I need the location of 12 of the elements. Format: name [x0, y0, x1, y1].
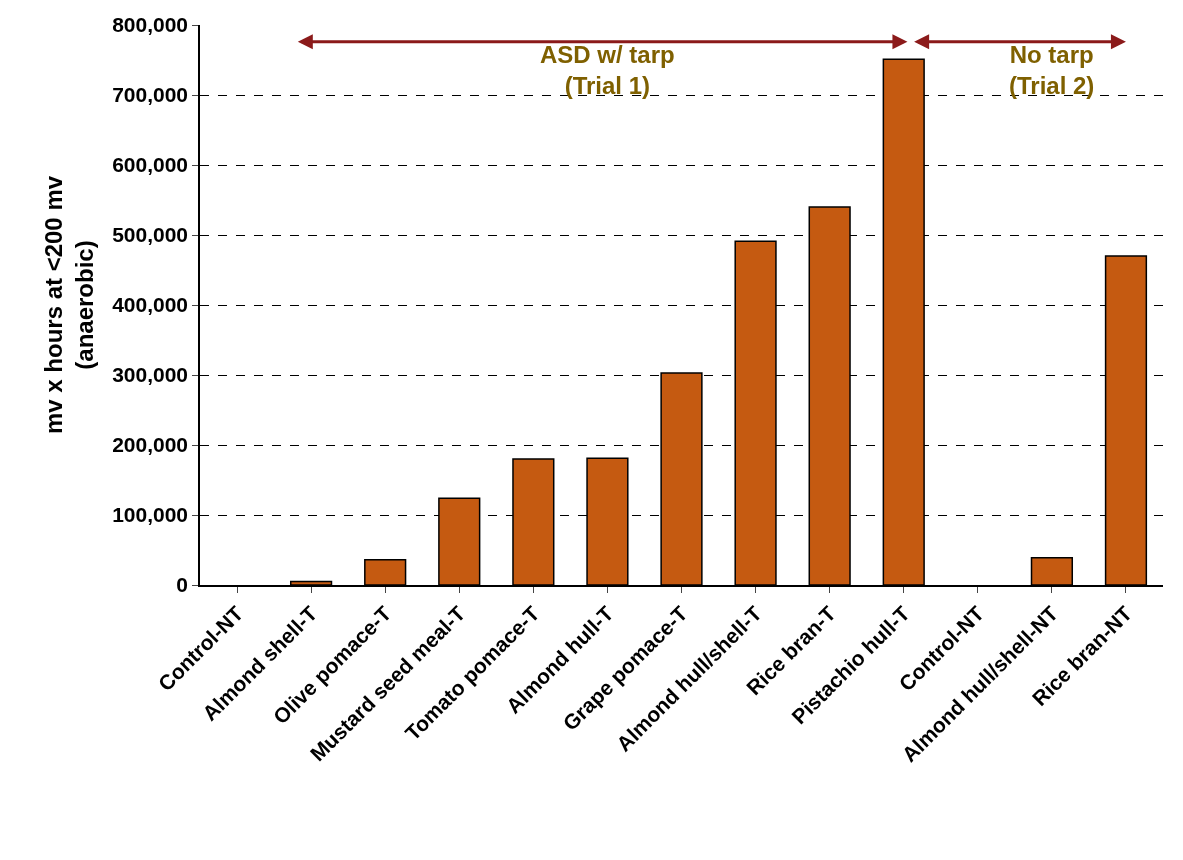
y-tick-label: 400,000	[112, 293, 189, 317]
annotation: ASD w/ tarp (Trial 1)	[540, 41, 675, 100]
y-tick-label: 200,000	[112, 433, 189, 457]
y-tick-label: 700,000	[112, 83, 189, 107]
y-tick-label: 0	[176, 573, 189, 597]
y-axis-title: mv x hours at <200 mv (anaerobic)	[39, 175, 98, 435]
y-tick-label: 600,000	[112, 153, 189, 177]
y-tick-label: 500,000	[112, 223, 189, 247]
y-tick-label: 800,000	[112, 13, 189, 37]
y-tick-label: 100,000	[112, 503, 189, 527]
y-tick-label: 300,000	[112, 363, 189, 387]
annotation: No tarp (Trial 2)	[1009, 41, 1095, 100]
